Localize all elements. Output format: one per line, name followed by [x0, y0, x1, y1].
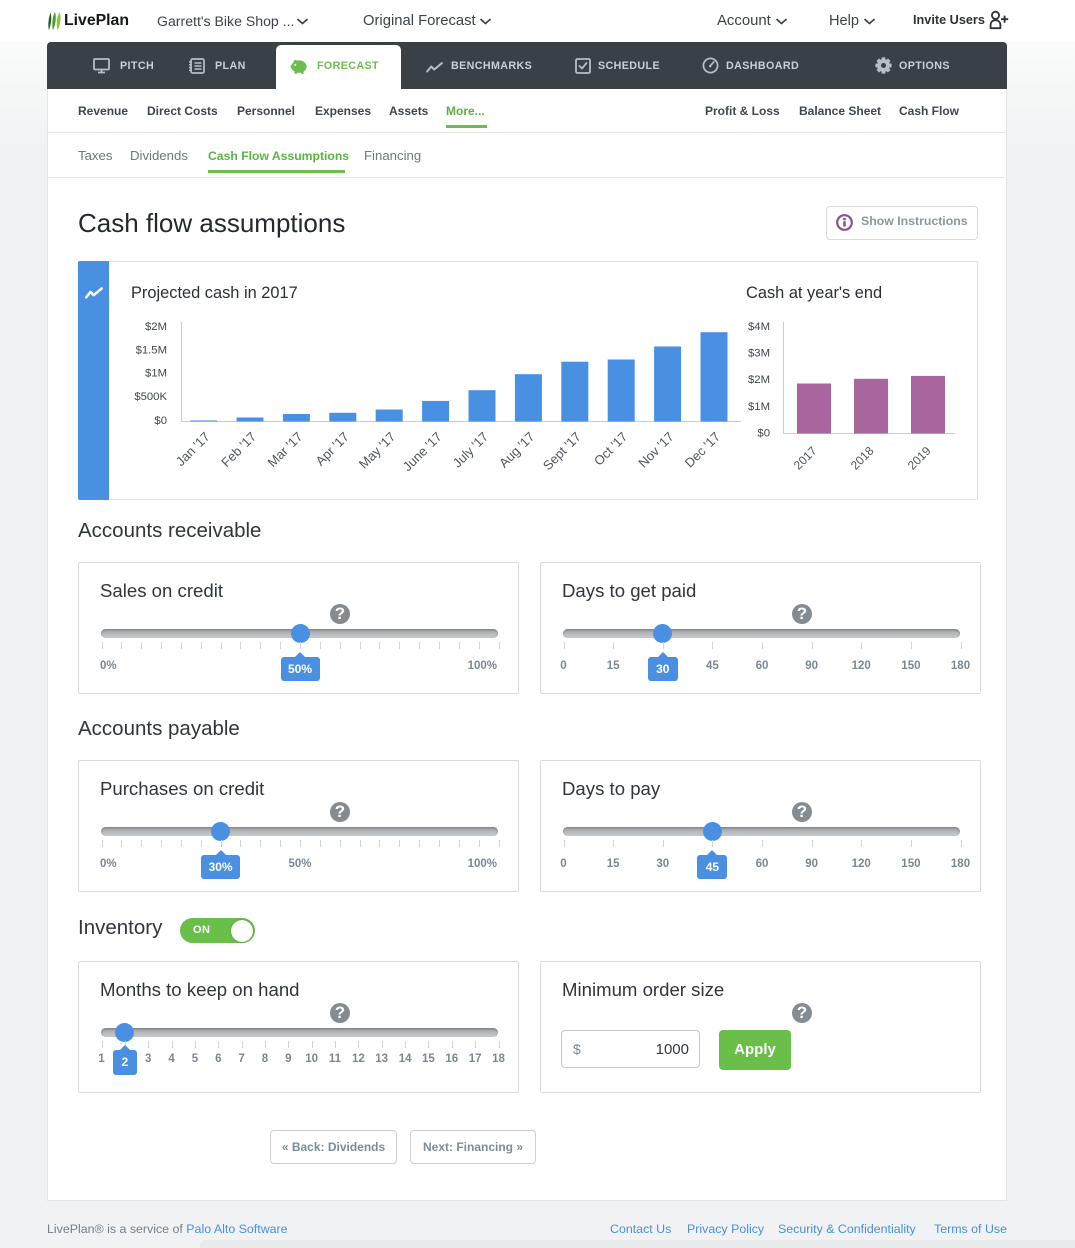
svg-text:2019: 2019: [905, 443, 934, 472]
svg-text:Aug '17: Aug '17: [496, 429, 537, 470]
svg-text:Nov '17: Nov '17: [635, 429, 676, 470]
svg-text:June '17: June '17: [400, 429, 445, 474]
svg-text:May '17: May '17: [356, 429, 399, 472]
svg-text:$1M: $1M: [748, 401, 770, 413]
svg-text:2018: 2018: [848, 443, 877, 472]
svg-text:$500K: $500K: [134, 391, 167, 403]
svg-text:Apr '17: Apr '17: [312, 429, 351, 468]
svg-text:$1.5M: $1.5M: [136, 344, 167, 356]
svg-text:Mar '17: Mar '17: [265, 429, 306, 470]
svg-text:2017: 2017: [791, 443, 820, 472]
svg-text:$0: $0: [757, 427, 770, 439]
svg-text:$3M: $3M: [748, 348, 770, 360]
svg-text:$1M: $1M: [145, 367, 167, 379]
svg-text:$2M: $2M: [145, 321, 167, 333]
svg-text:Dec '17: Dec '17: [682, 429, 723, 470]
svg-text:$0: $0: [154, 415, 167, 427]
svg-text:Oct '17: Oct '17: [591, 429, 630, 468]
svg-text:Feb '17: Feb '17: [218, 429, 259, 470]
svg-text:Jan '17: Jan '17: [173, 429, 213, 469]
svg-text:July '17: July '17: [450, 429, 491, 470]
svg-text:$4M: $4M: [748, 321, 770, 333]
svg-text:Sept '17: Sept '17: [540, 429, 584, 473]
svg-text:$2M: $2M: [748, 374, 770, 386]
